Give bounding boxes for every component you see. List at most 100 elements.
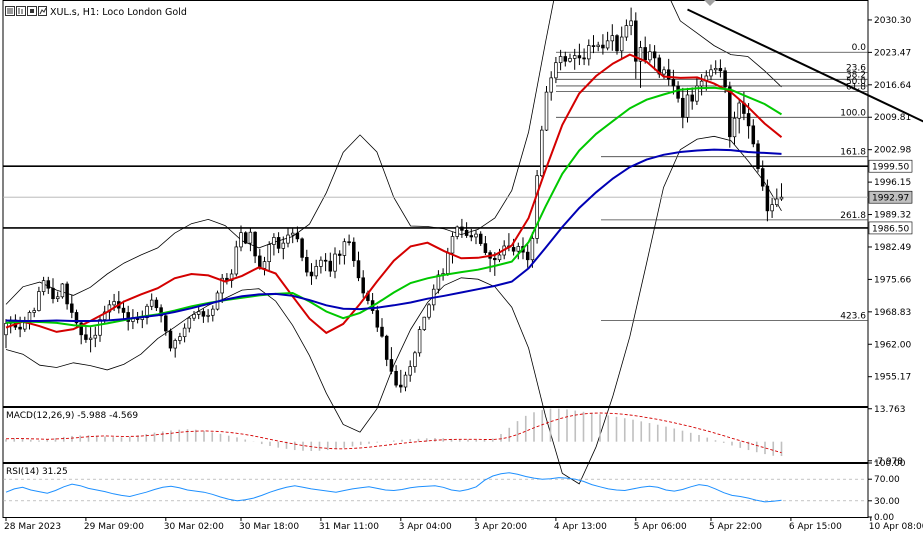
candle-body	[634, 20, 638, 62]
macd-tick-label: 13.763	[874, 405, 906, 415]
candle-body	[732, 117, 737, 138]
time-tick-label: 30 Mar 02:00	[164, 522, 224, 532]
candle-body	[88, 337, 93, 340]
toolbar-icons[interactable]	[5, 5, 47, 17]
candle-body	[323, 259, 328, 262]
candle-body	[384, 335, 389, 360]
candle-body	[65, 283, 69, 305]
candle-body	[671, 78, 676, 87]
candle-body	[60, 283, 65, 298]
candle-body	[695, 85, 699, 102]
candle-body	[638, 47, 643, 62]
fib-level-label: 261.8	[840, 211, 866, 221]
candle-body	[469, 235, 474, 238]
candle-body	[305, 257, 309, 273]
menu-icon[interactable]	[5, 6, 15, 16]
macd-tick-label: -7.978	[874, 457, 903, 467]
candle-body	[121, 307, 126, 313]
chart-title: XUL.s, H1: Loco London Gold	[50, 7, 187, 18]
macd-signal-line	[5, 412, 782, 454]
candle-body	[23, 322, 27, 330]
price-tick-label: 1982.49	[874, 243, 911, 253]
candle-body	[605, 40, 610, 49]
candle-body	[154, 299, 159, 309]
candle-body	[699, 80, 704, 87]
candle-body	[375, 310, 380, 328]
bar-chart-icon[interactable]	[16, 6, 26, 16]
candle-chart-icon[interactable]	[27, 6, 37, 16]
candle-body	[220, 277, 224, 294]
candle-body	[535, 175, 539, 239]
bollinger-upper-band	[5, 0, 782, 305]
candle-body	[18, 326, 22, 330]
time-tick-label: 4 Apr 13:00	[554, 522, 607, 532]
candle-body	[568, 58, 572, 62]
candle-body	[685, 94, 690, 118]
price-tick-label: 2030.30	[874, 16, 911, 26]
candle-body	[746, 113, 751, 127]
candle-body	[389, 359, 394, 372]
price-tick-label: 2016.64	[874, 81, 911, 91]
candle-body	[643, 47, 647, 61]
candle-body	[206, 314, 210, 317]
candle-body	[511, 247, 516, 252]
line-chart-icon[interactable]	[38, 6, 47, 16]
candle-body	[760, 168, 765, 187]
candle-body	[309, 271, 314, 277]
candle-body	[666, 69, 671, 80]
candle-body	[427, 304, 431, 318]
candle-body	[164, 315, 168, 332]
trendline	[687, 8, 923, 123]
candle-body	[41, 280, 46, 292]
candle-body	[70, 303, 74, 313]
candle-body	[474, 233, 478, 238]
price-tick-label: 1989.32	[874, 211, 911, 221]
candle-body	[32, 310, 36, 313]
candle-body	[648, 51, 652, 61]
candle-body	[159, 307, 163, 317]
fib-level-label: 61.8	[846, 83, 866, 93]
price-tick-label: 2023.47	[874, 48, 911, 58]
candle-body	[281, 242, 286, 249]
fib-level-label: 100.0	[840, 108, 866, 118]
candle-body	[516, 246, 521, 252]
candle-body	[549, 77, 553, 93]
time-tick-label: 6 Apr 15:00	[789, 522, 842, 532]
candle-body	[483, 243, 488, 253]
fib-level-label: 423.6	[840, 312, 866, 322]
candle-body	[55, 296, 60, 300]
rsi-tick-label: 100.00	[874, 459, 906, 469]
price-tick-label: 2009.81	[874, 113, 911, 123]
fib-level-label: 161.8	[840, 148, 866, 158]
candle-body	[248, 231, 253, 244]
chart-shift-marker	[704, 0, 716, 6]
candle-body	[196, 311, 201, 315]
candle-body	[728, 86, 732, 138]
candle-body	[201, 311, 206, 317]
fib-level-label: 38.2	[846, 70, 866, 80]
candle-body	[436, 274, 441, 290]
candle-body	[37, 291, 41, 311]
candle-body	[540, 129, 544, 177]
candle-body	[145, 305, 149, 319]
time-tick-label: 31 Mar 11:00	[319, 522, 379, 532]
candle-body	[723, 70, 727, 88]
candle-body	[394, 370, 398, 386]
candle-body	[328, 260, 333, 272]
candle-body	[681, 97, 685, 118]
candle-body	[182, 327, 187, 338]
candle-body	[422, 316, 427, 330]
candle-body	[446, 252, 450, 274]
candle-body	[149, 299, 154, 307]
candle-body	[403, 374, 408, 388]
candle-body	[98, 319, 102, 336]
candle-body	[79, 322, 83, 336]
candle-body	[229, 273, 234, 281]
candle-body	[751, 125, 756, 145]
candle-body	[610, 35, 615, 42]
candle-body	[619, 36, 624, 52]
candle-body	[399, 384, 403, 388]
candle-body	[380, 326, 384, 337]
